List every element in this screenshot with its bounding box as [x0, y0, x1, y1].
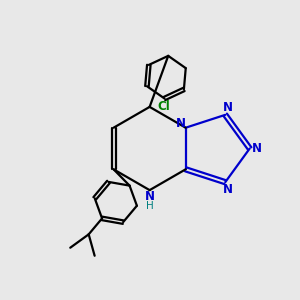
Text: N: N — [252, 142, 262, 155]
Text: Cl: Cl — [158, 100, 170, 113]
Text: N: N — [145, 190, 154, 202]
Text: N: N — [176, 117, 185, 130]
Text: N: N — [223, 101, 232, 114]
Text: N: N — [223, 183, 232, 196]
Text: H: H — [146, 201, 154, 211]
